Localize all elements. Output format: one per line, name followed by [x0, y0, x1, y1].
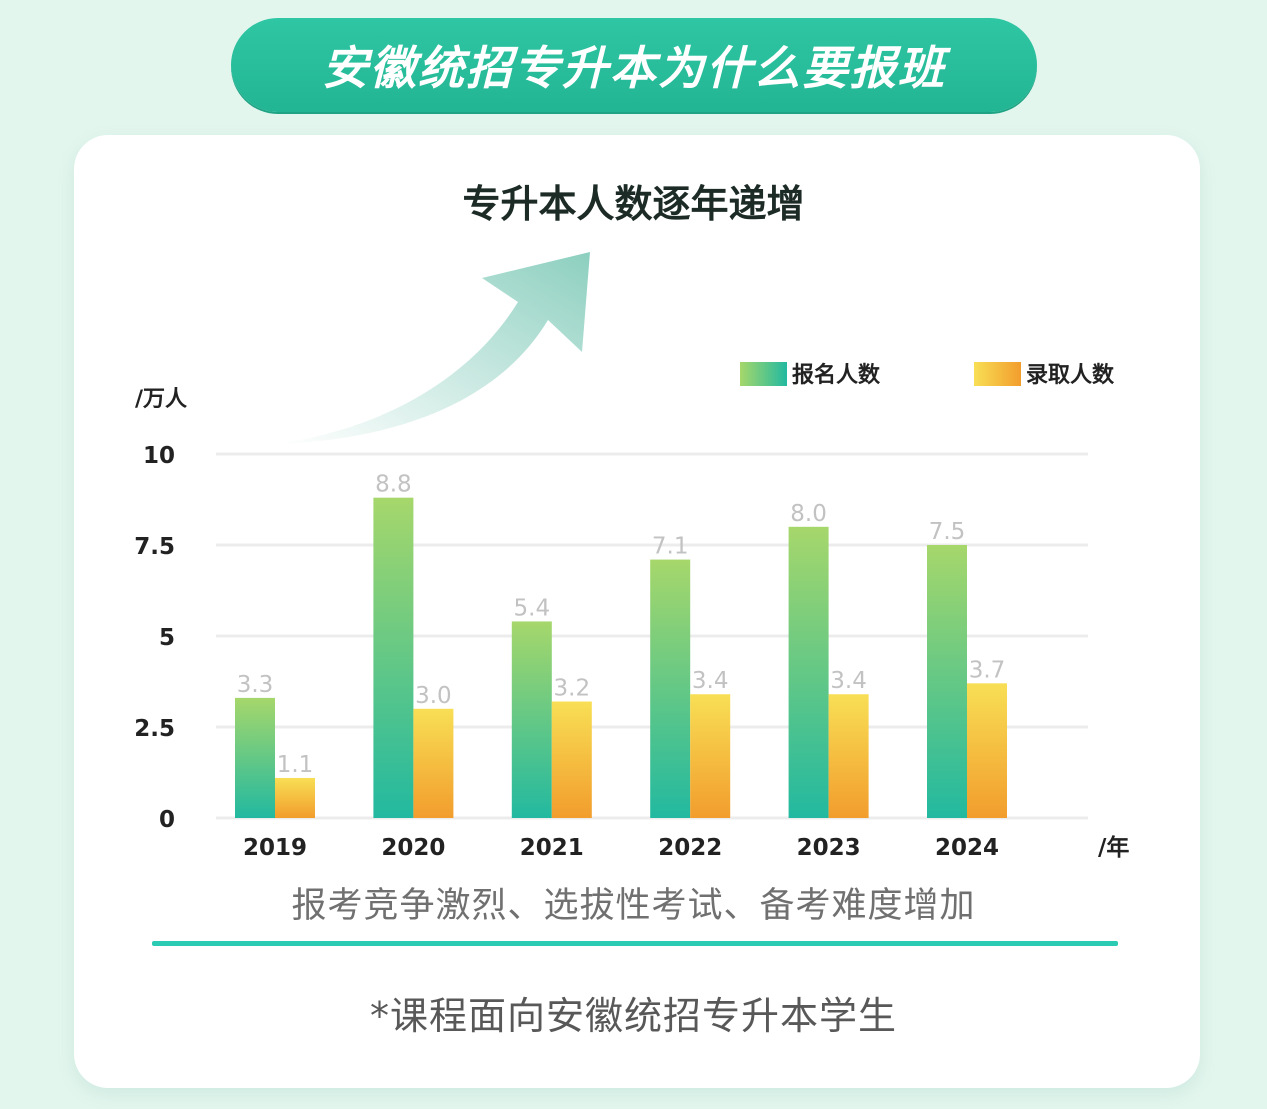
data-label: 3.2	[554, 676, 591, 702]
y-tick-label: 7.5	[134, 534, 175, 560]
competition-subtitle: 报考竞争激烈、选拔性考试、备考难度增加	[291, 886, 976, 926]
y-tick-label: 2.5	[134, 716, 175, 742]
chart-card	[74, 135, 1200, 1088]
growth-arrow-icon	[275, 252, 590, 444]
bar-admitted	[275, 777, 315, 818]
bar-applicants	[235, 697, 275, 818]
data-label: 3.7	[969, 657, 1006, 683]
bar-admitted	[828, 694, 869, 818]
title-banner: 安徽统招专升本为什么要报班	[231, 18, 1037, 112]
banner-title: 安徽统招专升本为什么要报班	[322, 41, 946, 95]
x-tick-label: 2021	[520, 835, 584, 861]
legend-swatch-admitted	[974, 362, 1021, 386]
data-label: 3.3	[237, 672, 274, 698]
bar-applicants	[927, 545, 967, 818]
data-label: 3.4	[692, 668, 729, 694]
x-tick-label: 2019	[243, 835, 307, 861]
chart-title: 专升本人数逐年递增	[462, 182, 805, 226]
x-tick-label: 2020	[381, 835, 445, 861]
x-tick-label: 2023	[797, 835, 861, 861]
x-axis-unit: /年	[1098, 834, 1129, 861]
data-label: 7.5	[929, 519, 966, 545]
bar-admitted	[551, 701, 592, 818]
x-tick-label: 2024	[935, 835, 999, 861]
y-tick-label: 10	[143, 443, 175, 469]
data-label: 5.4	[514, 595, 551, 621]
data-label: 3.4	[830, 668, 867, 694]
legend-swatch-applicants	[740, 362, 787, 386]
bar-admitted	[690, 694, 731, 818]
course-footnote: *课程面向安徽统招专升本学生	[369, 994, 897, 1038]
bar-applicants	[650, 559, 691, 818]
bar-applicants	[373, 497, 414, 818]
bar-applicants	[788, 526, 829, 818]
x-tick-label: 2022	[658, 835, 722, 861]
data-label: 8.8	[375, 472, 412, 498]
data-label: 1.1	[277, 752, 314, 778]
divider	[152, 941, 1118, 946]
data-label: 3.0	[415, 683, 452, 709]
y-axis-unit: /万人	[135, 387, 187, 412]
bar-admitted	[413, 708, 454, 818]
data-label: 7.1	[652, 534, 689, 560]
data-label: 8.0	[790, 501, 827, 527]
bar-admitted	[967, 683, 1007, 818]
bar-applicants	[511, 621, 552, 818]
legend-label-admitted: 录取人数	[1026, 362, 1115, 388]
y-tick-label: 0	[159, 807, 175, 833]
y-tick-label: 5	[159, 625, 175, 651]
legend-label-applicants: 报名人数	[792, 362, 881, 388]
